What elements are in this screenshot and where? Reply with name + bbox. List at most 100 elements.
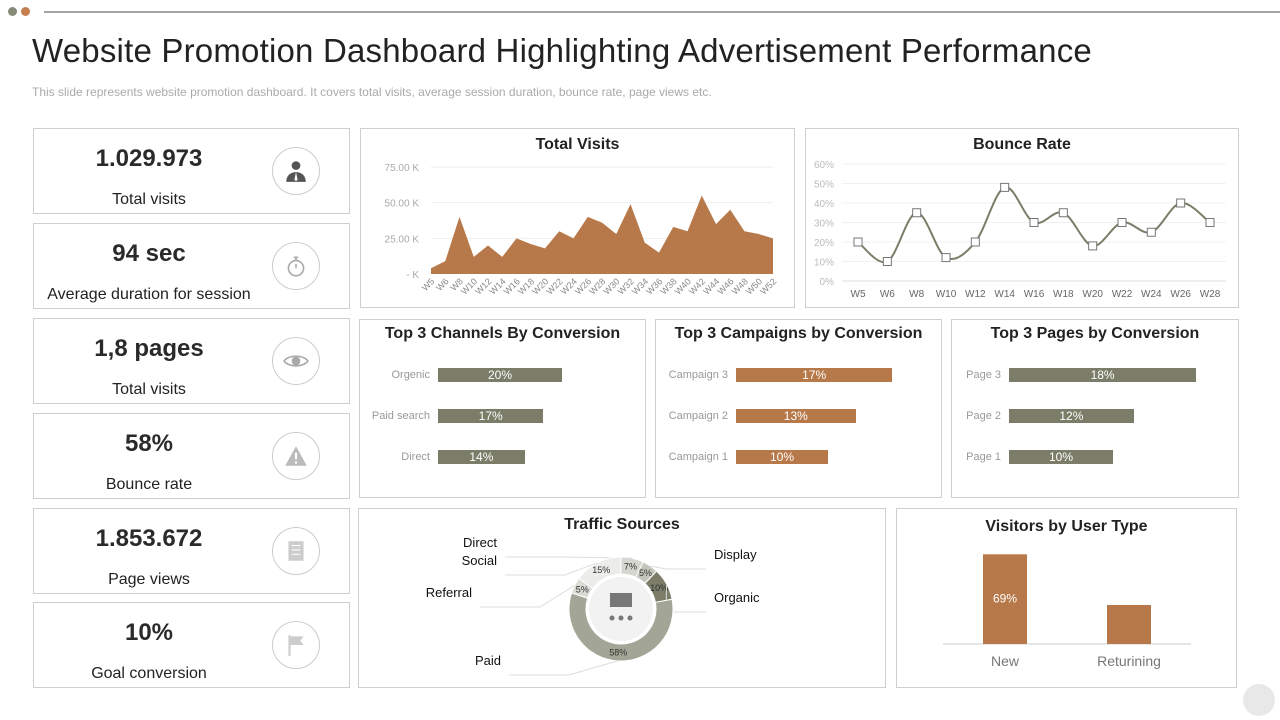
chart-title: Top 3 Pages by Conversion (990, 325, 1200, 342)
data-marker (882, 257, 892, 266)
category-label: Orgenic (391, 369, 430, 381)
x-tick-label: W16 (1024, 289, 1045, 300)
x-tick-label: W6 (880, 289, 895, 300)
y-tick-label: 50% (814, 180, 834, 191)
kpi-value: 94 sec (112, 240, 186, 267)
kpi-card: 1.853.672 Page views (33, 508, 350, 594)
x-tick-label: W24 (1141, 289, 1162, 300)
bar: 17% (736, 368, 893, 382)
y-tick-label: 40% (814, 199, 834, 210)
kpi-card: 10% Goal conversion (33, 602, 350, 688)
legend-label: Organic (714, 590, 760, 605)
bar (1107, 605, 1151, 644)
book-icon (272, 527, 320, 575)
leader-line (650, 565, 706, 570)
legend-label: Paid (475, 653, 501, 668)
bar-label: 30% (1117, 642, 1141, 656)
slice-label: 5% (576, 584, 589, 594)
total-visits-panel: Total Visits - K 25.00 K 50.00 K 75.00 K W5 W… (360, 128, 795, 308)
data-marker (1000, 182, 1010, 192)
channels-panel: Top 3 Channels By Conversion Orgenic 20% Pa… (359, 319, 646, 498)
bar (983, 554, 1027, 644)
slice-label: 5% (639, 568, 652, 578)
x-tick-label: Returining (1097, 653, 1161, 669)
x-tick-label: W22 (1112, 289, 1133, 300)
data-marker (1058, 208, 1068, 218)
x-tick-label: W14 (994, 289, 1015, 300)
kpi-label: Total visits (112, 381, 186, 398)
donut-center (589, 577, 653, 641)
corner-decoration (1243, 684, 1275, 716)
y-tick-label: - K (406, 270, 419, 281)
bounce-rate-panel: Bounce Rate 0% 10% 20% 30% 40% 50% 60% W5 W6 W8 W1… (805, 128, 1239, 308)
data-marker (1176, 198, 1186, 208)
category-label: Page 1 (966, 451, 1001, 463)
kpi-value: 10% (124, 619, 174, 646)
donut-slice (568, 592, 674, 662)
slice-label: 7% (624, 562, 637, 572)
slice-label: 58% (609, 647, 627, 657)
user-icon (618, 615, 624, 621)
data-marker (1088, 241, 1098, 251)
traffic-sources-panel: Traffic Sources 7% Direct 5% Display 10% Orga… (358, 508, 886, 688)
chart-title: Bounce Rate (973, 136, 1071, 153)
campaigns-panel: Top 3 Campaigns by Conversion Campaign 3 1… (655, 319, 942, 498)
data-marker (912, 208, 922, 218)
kpi-card: 1,8 pages Total visits (33, 318, 350, 404)
website-network-icon (610, 593, 632, 607)
legend-label: Display (714, 547, 757, 562)
chart-title: Top 3 Campaigns by Conversion (674, 325, 923, 342)
slice-label: 15% (592, 565, 610, 575)
x-tick-label: W10 (936, 289, 957, 300)
legend-label: Social (462, 553, 498, 568)
bar: 13% (736, 409, 856, 423)
donut-slice (578, 556, 622, 590)
category-label: Page 2 (966, 410, 1001, 422)
x-tick-label: W20 (1082, 289, 1103, 300)
y-tick-label: 20% (814, 238, 834, 249)
y-tick-label: 60% (814, 160, 834, 171)
chart-title: Visitors by User Type (985, 518, 1148, 535)
decor-dot-orange (21, 7, 30, 16)
x-tick-label: W8 (909, 289, 924, 300)
x-tick-label: W26 (1170, 289, 1191, 300)
area-series (431, 195, 773, 274)
kpi-label: Bounce rate (105, 476, 193, 493)
category-label: Direct (401, 451, 430, 463)
chart-title: Top 3 Channels By Conversion (384, 325, 621, 342)
visitors-chart: 69% New 30%Returining (943, 554, 1191, 669)
x-tick-label: W5 (851, 289, 866, 300)
leader-line (509, 660, 618, 676)
pages-panel: Top 3 Pages by Conversion Page 3 18% Page 2… (951, 319, 1239, 498)
page-title: Website Promotion Dashboard Highlighting… (32, 32, 1092, 69)
traffic-sources-chart: 7% Direct 5% Display 10% Organic 58% Paid 5% Refe… (426, 535, 760, 676)
category-label: Campaign 1 (668, 451, 728, 463)
kpi-label: Page views (108, 571, 190, 588)
leader-line (480, 584, 575, 608)
category-label: Paid search (371, 410, 430, 422)
user-icon (609, 615, 615, 621)
y-tick-label: 0% (820, 277, 835, 288)
bar-label: 69% (993, 591, 1017, 605)
stopwatch-icon (272, 242, 320, 290)
data-marker (1205, 218, 1215, 227)
page-subtitle: This slide represents website promotion … (32, 85, 712, 99)
x-tick-label: New (991, 653, 1020, 669)
chart-title: Total Visits (535, 136, 620, 153)
kpi-label: Total visits (112, 191, 186, 208)
y-tick-label: 25.00 K (385, 234, 420, 245)
data-marker (853, 237, 863, 247)
eye-icon (272, 337, 320, 385)
x-tick-label: W52 (758, 276, 778, 296)
total-visits-chart: - K25.00 K50.00 K75.00 KW5W6W8W10W12W14W… (385, 163, 779, 297)
kpi-value: 1,8 pages (94, 335, 204, 362)
bar: 18% (1009, 368, 1197, 382)
bar: 10% (1009, 450, 1113, 464)
bar: 10% (736, 450, 828, 464)
user-icon (627, 615, 633, 621)
leader-line (505, 562, 598, 576)
category-label: Page 3 (966, 369, 1001, 381)
visitors-panel: Visitors by User Type 69% New 30% Returinin… (896, 508, 1237, 688)
x-tick-label: W12 (965, 289, 986, 300)
bar: 20% (438, 368, 562, 382)
